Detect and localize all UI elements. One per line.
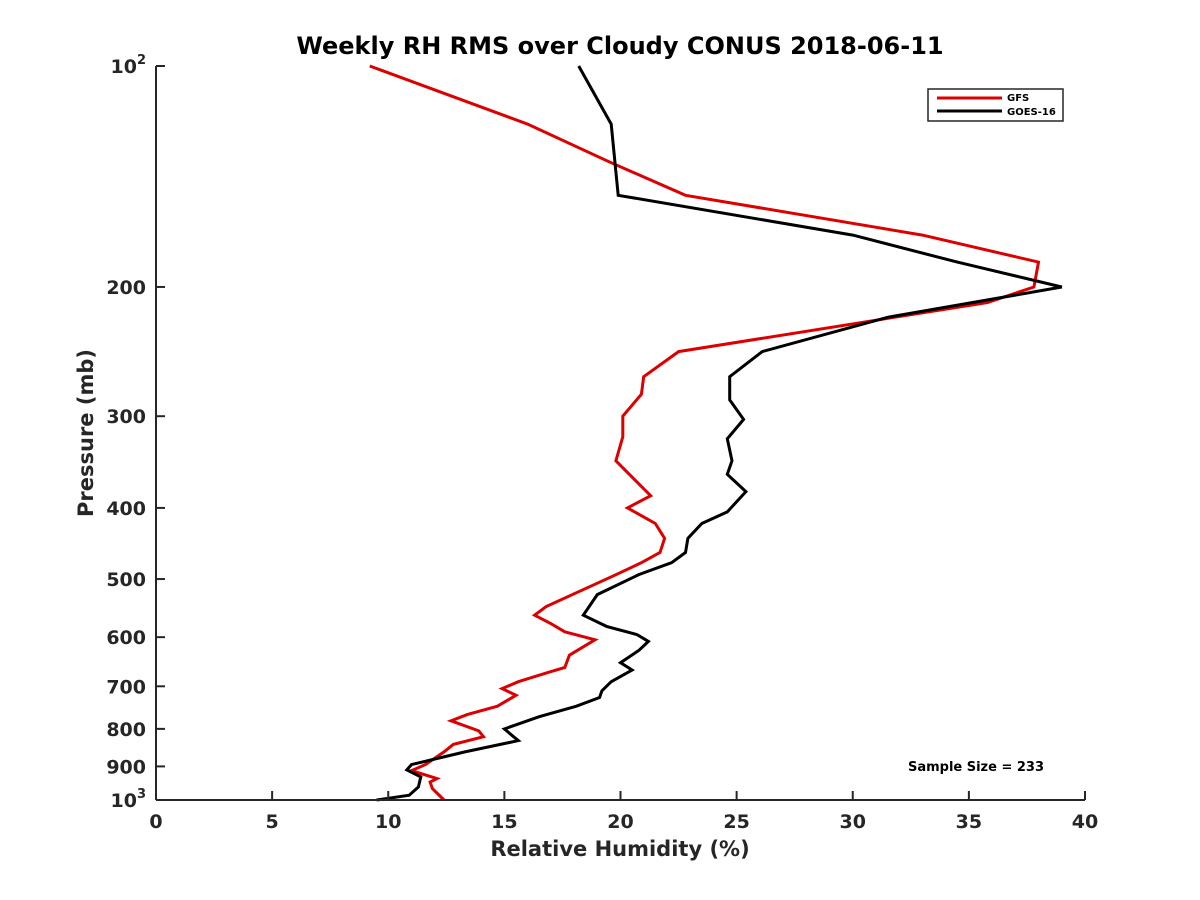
x-ticks: 0 5 10 15 20 25 30 35 40 xyxy=(149,791,1098,833)
x-tick-label: 0 xyxy=(149,811,162,833)
y-ticks: 102 200 300 400 500 600 700 800 900 103 xyxy=(106,53,165,812)
x-tick-label: 25 xyxy=(723,811,749,833)
series-line-gfs xyxy=(369,64,1041,802)
x-tick-label: 20 xyxy=(607,811,633,833)
x-tick-label: 15 xyxy=(491,811,517,833)
legend-label-goes-16: GOES-16 xyxy=(1007,107,1056,118)
y-axis-label: Pressure (mb) xyxy=(74,349,98,517)
y-tick-label: 500 xyxy=(106,569,146,591)
x-axis-label: Relative Humidity (%) xyxy=(490,837,749,861)
y-tick-label: 700 xyxy=(106,676,146,698)
y-tick-label: 102 xyxy=(111,53,147,78)
y-tick-label: 600 xyxy=(106,627,146,649)
sample-size-annotation: Sample Size = 233 xyxy=(908,760,1044,775)
legend-label-gfs: GFS xyxy=(1007,93,1029,104)
series-line-goes-16 xyxy=(376,65,1063,802)
x-tick-label: 35 xyxy=(956,811,982,833)
legend-box xyxy=(927,88,1064,122)
y-tick-label: 400 xyxy=(106,498,146,520)
y-tick-label: 800 xyxy=(106,719,146,741)
x-tick-label: 5 xyxy=(266,811,279,833)
legend: GFS GOES-16 xyxy=(927,88,1064,122)
y-tick-label: 103 xyxy=(111,787,147,812)
y-tick-label: 900 xyxy=(106,756,146,778)
x-tick-label: 30 xyxy=(840,811,866,833)
y-tick-label: 200 xyxy=(106,277,146,299)
chart-title: Weekly RH RMS over Cloudy CONUS 2018-06-… xyxy=(296,32,943,60)
x-tick-label: 10 xyxy=(375,811,401,833)
x-tick-label: 40 xyxy=(1072,811,1098,833)
y-tick-label: 300 xyxy=(106,406,146,428)
series-layer xyxy=(369,64,1063,802)
